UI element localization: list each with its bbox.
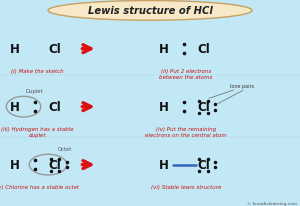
Text: Duplet: Duplet — [25, 88, 43, 93]
Text: H: H — [10, 43, 20, 56]
Text: © knordislearning.com: © knordislearning.com — [247, 201, 297, 205]
Text: Cl: Cl — [197, 158, 210, 171]
Text: (ii) Put 2 electrons
between the atoms: (ii) Put 2 electrons between the atoms — [159, 69, 213, 80]
Text: (iii) Hydrogen has a stable
duplet: (iii) Hydrogen has a stable duplet — [1, 127, 74, 137]
Text: Cl: Cl — [49, 158, 61, 171]
Text: Octet: Octet — [57, 146, 72, 151]
Text: H: H — [159, 101, 168, 114]
Text: H: H — [159, 43, 168, 56]
Text: (iv) Put the remaining
electrons on the central atom: (iv) Put the remaining electrons on the … — [145, 127, 227, 137]
Text: Cl: Cl — [197, 101, 210, 114]
Text: (i) Make the sketch: (i) Make the sketch — [11, 69, 64, 74]
Text: H: H — [159, 158, 168, 171]
Ellipse shape — [48, 2, 252, 21]
Text: Cl: Cl — [197, 43, 210, 56]
Text: (v) Chlorine has a stable octet: (v) Chlorine has a stable octet — [0, 184, 79, 189]
Text: H: H — [10, 158, 20, 171]
Text: Cl: Cl — [49, 101, 61, 114]
Text: Lewis structure of HCl: Lewis structure of HCl — [88, 6, 212, 16]
Text: lone pairs: lone pairs — [230, 84, 254, 89]
Text: H: H — [10, 101, 20, 114]
Text: Cl: Cl — [49, 43, 61, 56]
Text: (vi) Stable lewis structure: (vi) Stable lewis structure — [151, 184, 221, 189]
